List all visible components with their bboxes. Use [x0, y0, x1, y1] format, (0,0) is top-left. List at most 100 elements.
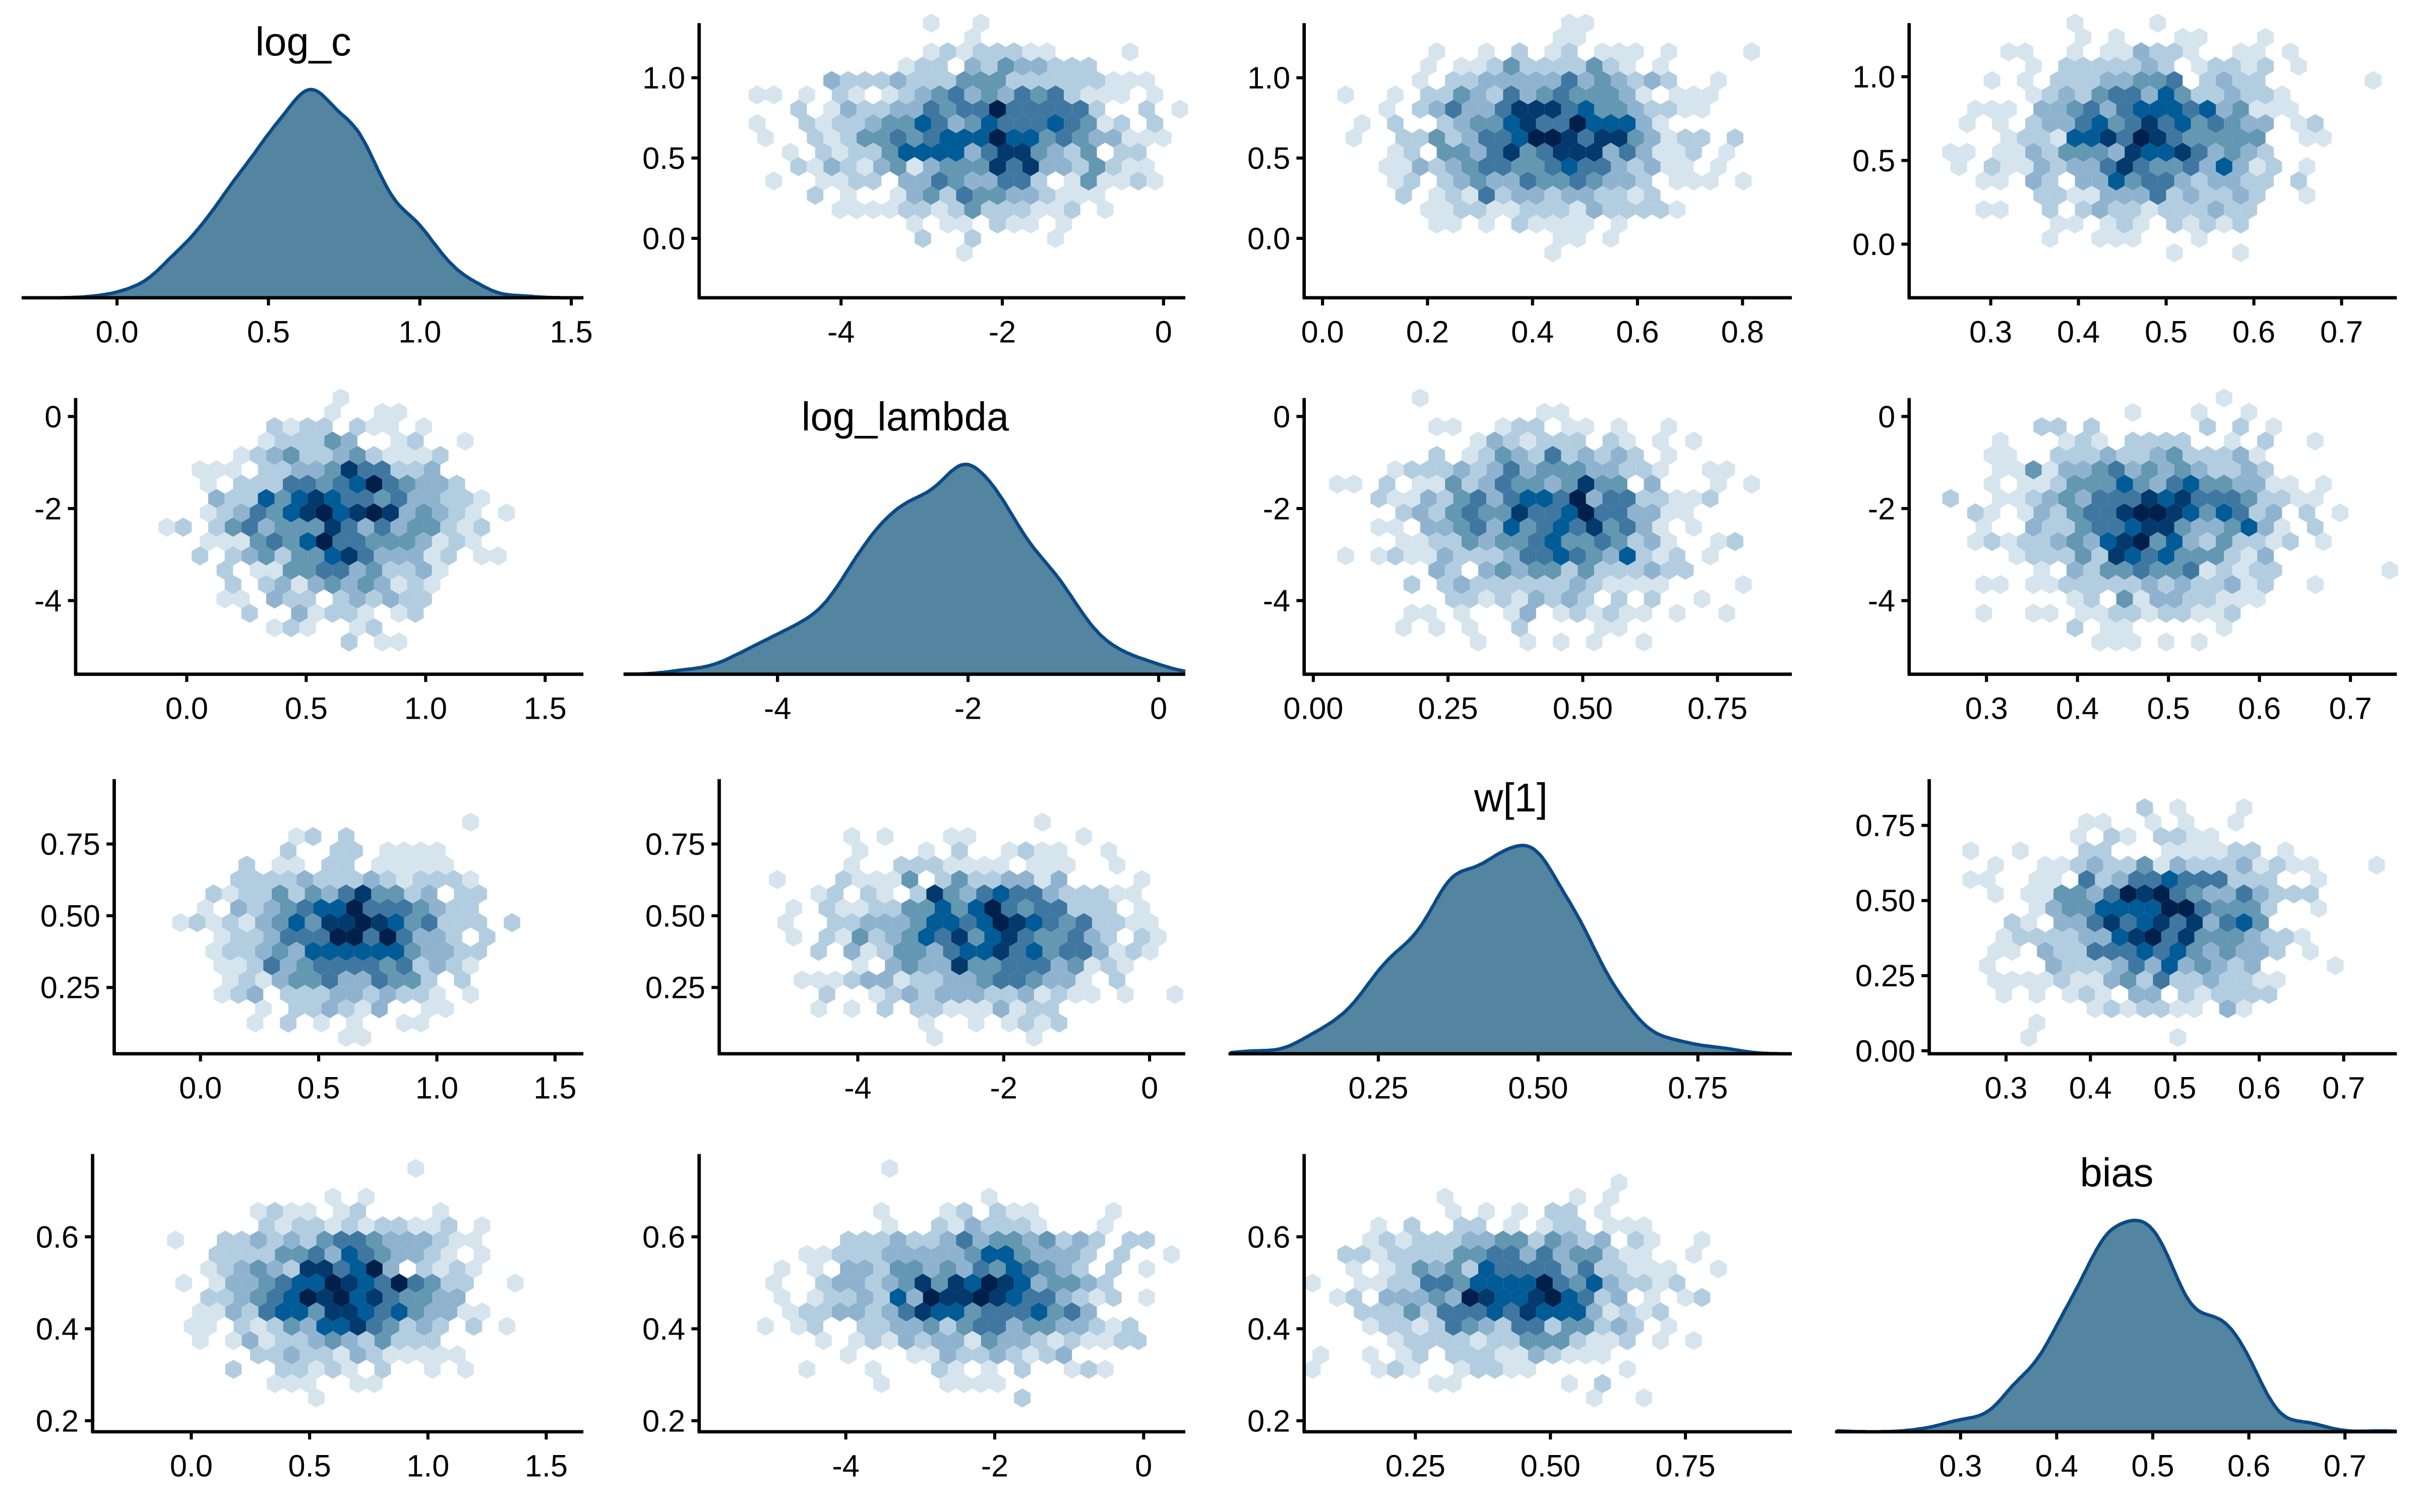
- hexbin-cell: [338, 913, 355, 932]
- hexbin-cell: [2232, 99, 2249, 119]
- hexbin-cell: [2153, 999, 2170, 1019]
- hexbin-cell: [462, 812, 479, 832]
- hexbin-cell: [926, 999, 943, 1019]
- hexbin-cell: [1503, 1274, 1520, 1293]
- hexbin-cell: [843, 970, 861, 990]
- hexbin-cell: [823, 99, 840, 119]
- hexbin-cell: [1395, 1345, 1412, 1365]
- hexbin-cell: [1569, 114, 1586, 134]
- hexbin-cell: [1420, 200, 1437, 220]
- hexbin-cell: [2298, 185, 2316, 205]
- hexbin-cell: [898, 85, 915, 105]
- hexbin-cell: [2232, 446, 2249, 465]
- hexbin-cell: [478, 927, 496, 947]
- hexbin-cell: [1470, 546, 1487, 565]
- hexbin-cell: [250, 1259, 267, 1279]
- hexbin-cell: [1619, 85, 1636, 105]
- hexbin-cell: [984, 870, 1001, 890]
- hexbin-cell: [2199, 185, 2216, 205]
- hexbin-cell: [1051, 841, 1067, 861]
- y-tick-label: 0.50: [1855, 884, 1915, 918]
- hexbin-cell: [2033, 474, 2050, 494]
- hexbin-cell: [926, 913, 943, 932]
- hexbin-cell: [1412, 128, 1429, 148]
- hexbin-cell: [1138, 1259, 1155, 1279]
- hexbin-cell: [2183, 99, 2199, 119]
- hexbin-cell: [1610, 42, 1627, 61]
- hexbin-cell: [2099, 42, 2116, 61]
- hexbin-cell: [2219, 913, 2236, 932]
- hexbin-cell: [1486, 1359, 1503, 1379]
- hexbin-cell: [1544, 1202, 1561, 1221]
- hexbin-cell: [1627, 99, 1644, 119]
- hexbin-cell: [848, 1331, 865, 1350]
- hexbin-cell: [1594, 1259, 1611, 1279]
- hexbin-cell: [387, 884, 404, 904]
- hexbin-cell: [1520, 575, 1536, 594]
- hexbin-cell: [2020, 884, 2037, 904]
- hexbin-cell: [316, 474, 333, 494]
- hexbin-cell: [266, 532, 283, 551]
- hexbin-cell: [1014, 171, 1031, 191]
- hexbin-cell: [1345, 1259, 1362, 1279]
- hexbin-cell: [424, 489, 441, 509]
- hexbin-cell: [1362, 1345, 1379, 1365]
- hexbin-cell: [2116, 474, 2133, 494]
- hexbin-cell: [2017, 503, 2034, 523]
- hexbin-cell: [407, 1245, 425, 1265]
- hexbin-cell: [1544, 1288, 1561, 1307]
- y-tick-label: -4: [1868, 584, 1895, 618]
- hexbin-cell: [2257, 489, 2274, 509]
- hexbin-cell: [1569, 460, 1586, 480]
- hexbin-cell: [1610, 560, 1627, 580]
- hexbin-cell: [1544, 589, 1561, 609]
- hexbin-cell: [291, 489, 308, 509]
- hexbin-cell: [1520, 431, 1536, 451]
- hexbin-cell: [349, 1288, 367, 1307]
- hexbin-cell: [1494, 1259, 1511, 1279]
- hexbin-cell: [2224, 200, 2241, 220]
- hexbin-cell: [873, 157, 890, 176]
- hexbin-cell: [769, 870, 786, 890]
- hexbin-cell: [1034, 984, 1051, 1004]
- hexbin-cell: [266, 1230, 283, 1250]
- hexbin-cell: [1420, 603, 1437, 623]
- hexbin-cell: [1354, 1302, 1371, 1321]
- hexbin-cell: [2224, 603, 2241, 623]
- hexbin-cell: [923, 1316, 940, 1336]
- hexbin-cell: [2099, 446, 2116, 465]
- hexbin-cell: [2269, 855, 2286, 875]
- hexbin-cell: [1610, 1316, 1627, 1336]
- hexbin-cell: [848, 1245, 865, 1265]
- hexbin-cell: [939, 42, 956, 61]
- hexbin-cell: [1511, 474, 1528, 494]
- hexbin-cell: [2149, 474, 2166, 494]
- hexbin-cell: [997, 1216, 1014, 1236]
- hexbin-cell: [329, 870, 346, 890]
- hexbin-cell: [885, 984, 902, 1004]
- hexbin-cell: [1064, 1302, 1080, 1321]
- hexbin-cell: [299, 1202, 317, 1221]
- hexbin-cell: [2133, 128, 2150, 148]
- hexbin-cell: [2099, 128, 2116, 148]
- hexbin-cell: [2241, 200, 2258, 220]
- hexbin-cell: [2307, 518, 2324, 537]
- hexbin-cell: [790, 1316, 807, 1336]
- hexbin-cell: [357, 489, 374, 509]
- hexbin-cell: [1528, 1230, 1545, 1250]
- hexbin-cell: [387, 913, 404, 932]
- hexbin-cell: [1967, 532, 1984, 551]
- hexbin-cell: [1594, 42, 1611, 61]
- x-tick-label: 1.5: [550, 315, 593, 349]
- y-tick-label: 0.0: [1247, 221, 1290, 256]
- hexbin-cell: [823, 128, 840, 148]
- hexbin-cell: [1354, 1245, 1371, 1265]
- hexbin-cell: [1552, 518, 1569, 537]
- hexbin-cell: [1146, 171, 1164, 191]
- hexbin-cell: [266, 417, 283, 436]
- hexbin-cell: [233, 589, 250, 609]
- hexbin-cell: [873, 1259, 890, 1279]
- hexbin-cell: [1025, 999, 1043, 1019]
- hexbin-cell: [2191, 575, 2208, 594]
- hexbin-cell: [815, 143, 832, 162]
